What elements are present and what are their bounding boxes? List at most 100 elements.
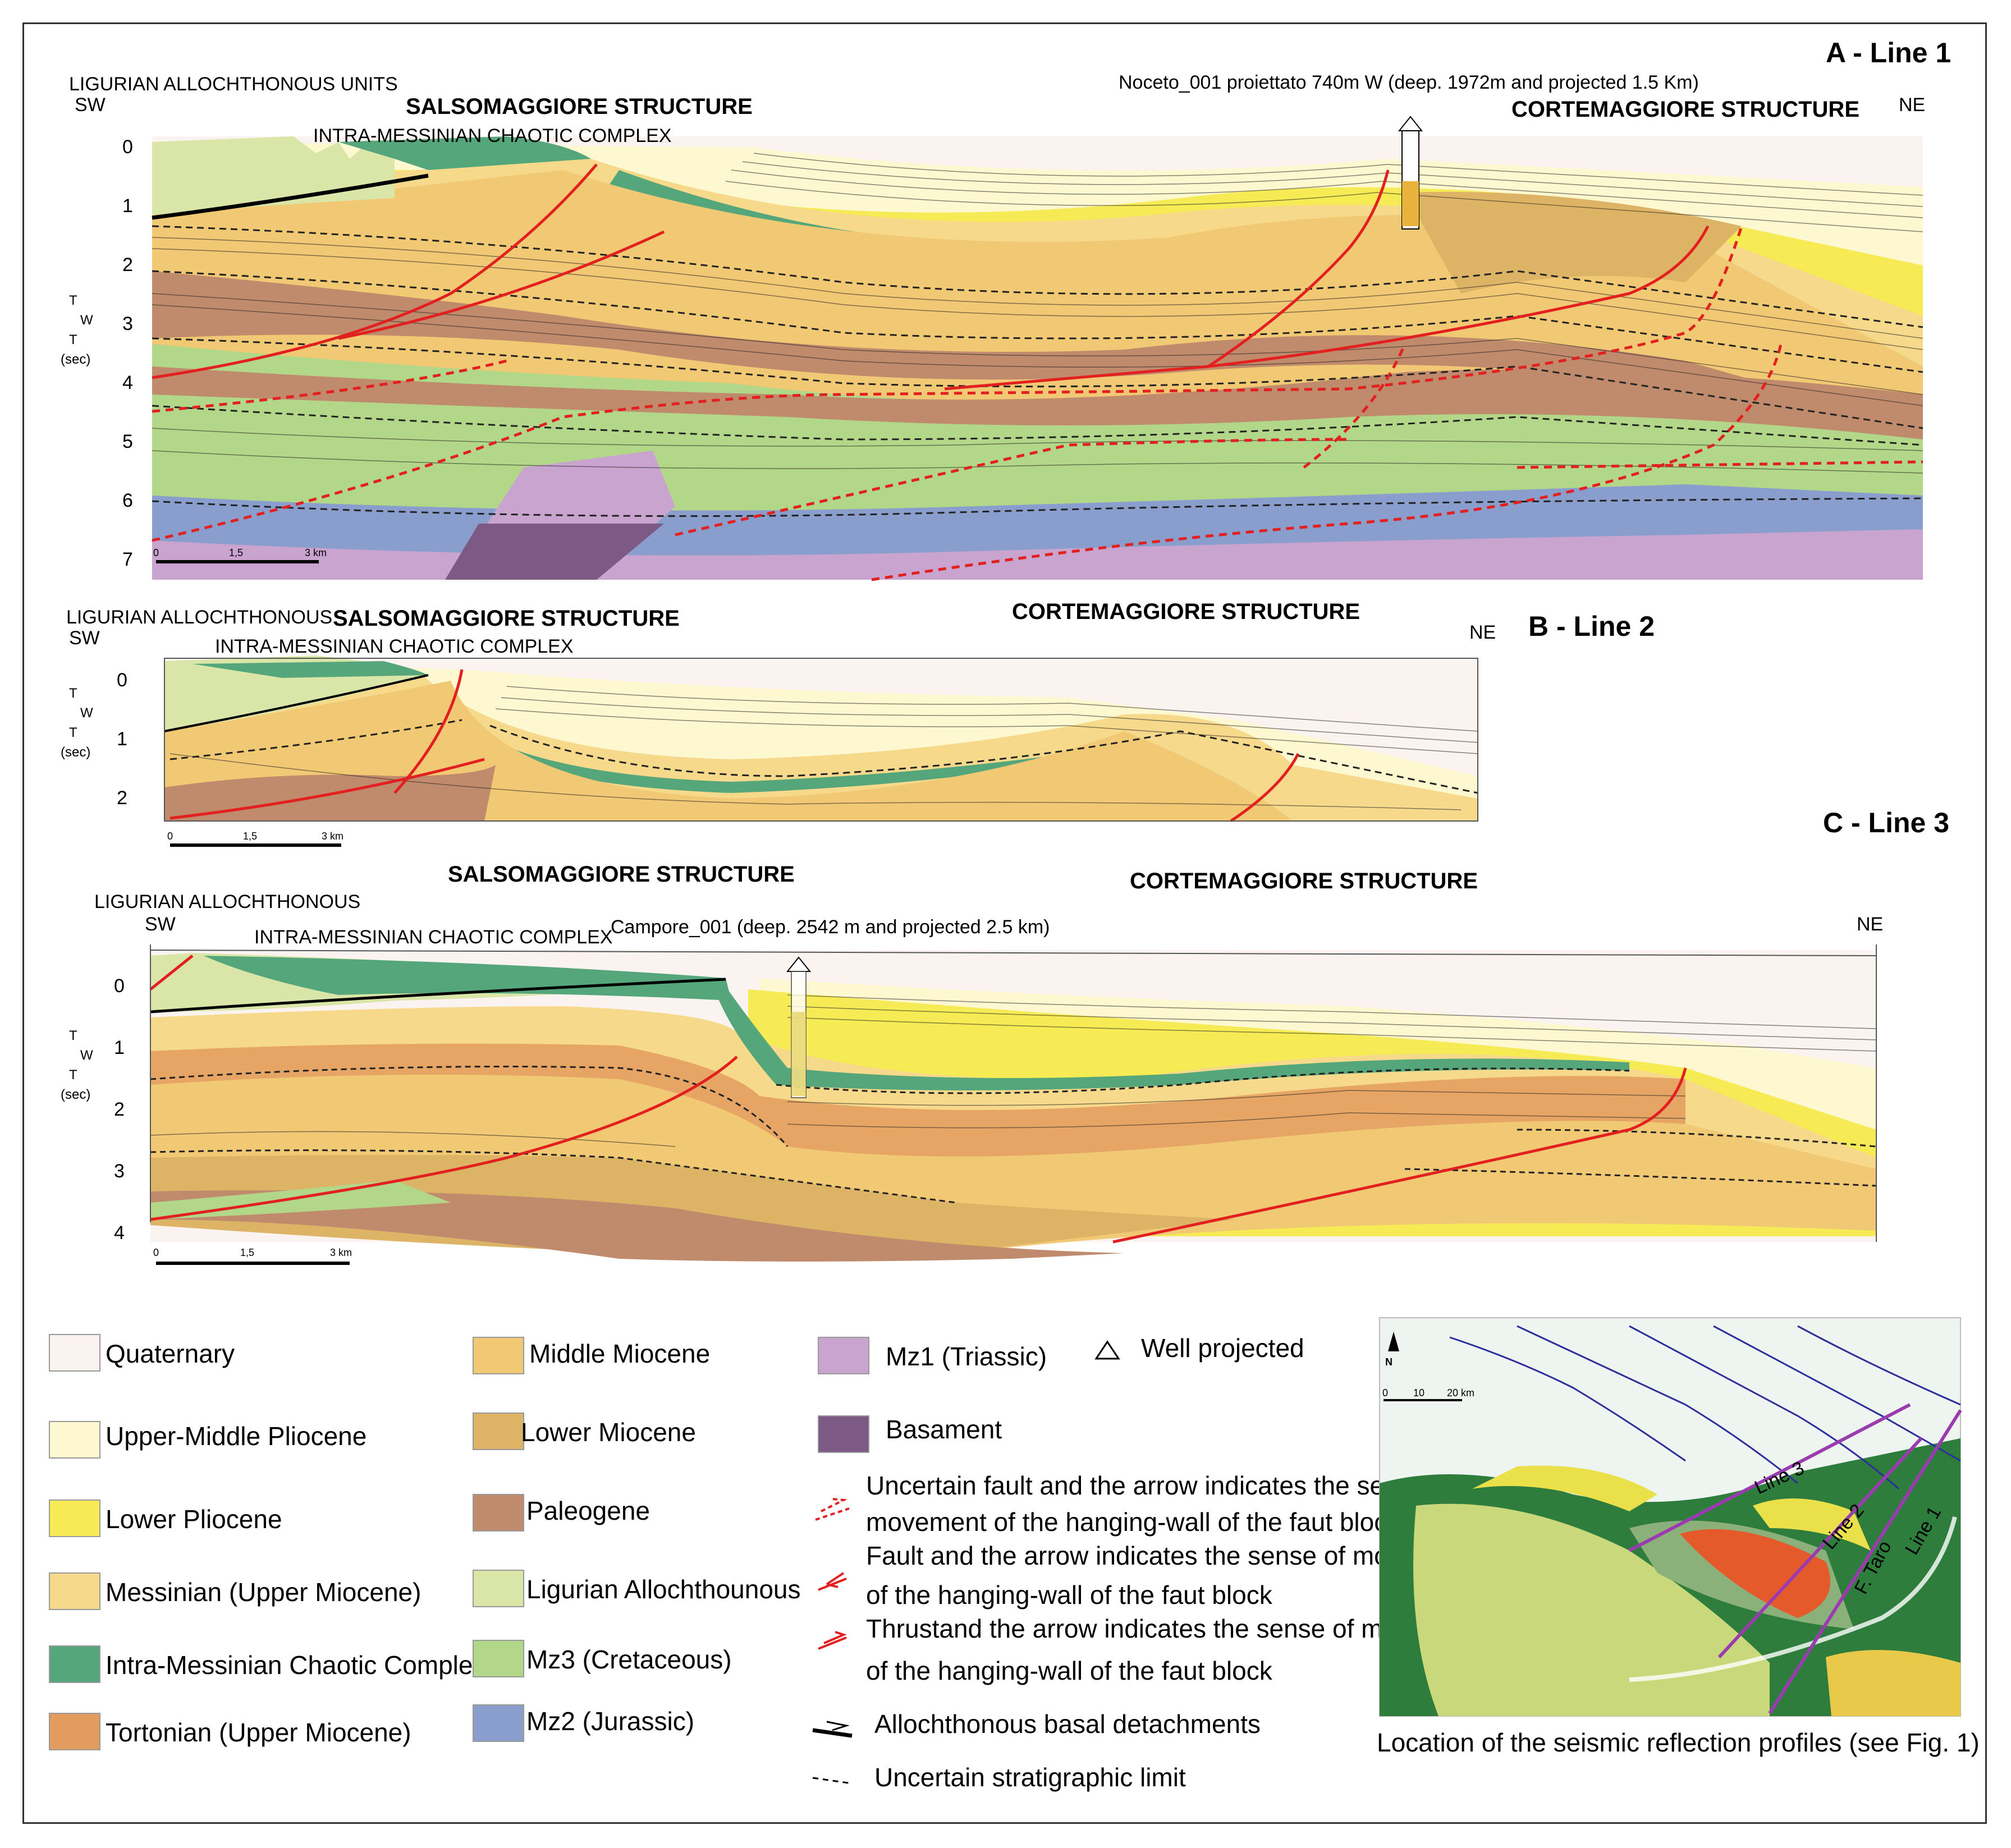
legend-label-ligurian: Ligurian Allochthounous [526, 1575, 800, 1604]
c-twt-w: W [80, 1048, 93, 1063]
panelA-tick-5: 5 [122, 431, 133, 452]
map-river [1629, 1516, 1957, 1682]
b-ligurian-label: LIGURIAN ALLOCHTHONOUS [66, 607, 332, 628]
a-ligurian-label: LIGURIAN ALLOCHTHONOUS UNITS [69, 74, 398, 95]
b-corte-label: CORTEMAGGIORE STRUCTURE [1012, 599, 1360, 624]
legend-label-detach: Allochthonous basal detachments [874, 1709, 1261, 1739]
panelC-tick-0: 0 [114, 975, 125, 997]
a-faults [152, 163, 1710, 391]
legend-label-quaternary: Quaternary [106, 1339, 235, 1368]
legend-swatch-messinian [49, 1572, 100, 1610]
a-twt-sec: (sec) [61, 352, 90, 367]
c-corte-label: CORTEMAGGIORE STRUCTURE [1130, 869, 1478, 893]
a-uncertain-faults [152, 226, 1923, 581]
c-axis: T W T (sec) 0 1 2 3 4 [61, 975, 125, 1244]
b-strat-limits [170, 719, 1478, 794]
legend-label-paleogene: Paleogene [526, 1496, 650, 1525]
b-sw-label: SW [69, 627, 100, 649]
b-ne-label: NE [1469, 622, 1496, 643]
c-scale-3: 3 km [330, 1247, 352, 1258]
c-sw-label: SW [145, 914, 176, 935]
c-twt-sec: (sec) [61, 1087, 90, 1102]
a-basament [445, 524, 664, 580]
legend-swatch-intra-messinian [49, 1645, 100, 1683]
legend-swatch-lower-pliocene [49, 1500, 100, 1537]
legend-strat-icon [812, 1777, 853, 1785]
b-axis: T W T (sec) 0 1 2 [61, 670, 127, 809]
panelA-tick-3: 3 [122, 313, 133, 334]
a-twt-w: W [80, 313, 93, 328]
legend-label-uncertain-fault-2: movement of the hanging-wall of the faut… [866, 1507, 1400, 1537]
legend-swatch-mz1 [818, 1337, 869, 1374]
map-yellow-strip-1 [1472, 1465, 1657, 1511]
c-ne-label: NE [1857, 914, 1883, 935]
c-well-campore [786, 956, 812, 1098]
c-salso-label: SALSOMAGGIORE STRUCTURE [448, 862, 795, 887]
a-well-triangle [1398, 116, 1423, 131]
panel-a-section: T W T (sec) 0 1 2 3 4 5 6 7 0 1,5 3 km A - Line… [61, 37, 1951, 581]
a-well-label: Noceto_001 proiettato 740m W (deep. 1972… [1119, 72, 1699, 93]
a-salso-label: SALSOMAGGIORE STRUCTURE [406, 94, 753, 119]
map-caption: Location of the seismic reflection profi… [1377, 1728, 1980, 1757]
c-scale-line [156, 1262, 350, 1265]
legend-label-fault-2: of the hanging-wall of the faut block [866, 1580, 1273, 1609]
legend-swatch-mz3 [473, 1640, 524, 1677]
panelA-tick-6: 6 [122, 490, 133, 511]
legend-swatch-upper-middle-pliocene [49, 1421, 100, 1459]
b-scale-15: 1,5 [243, 831, 257, 842]
map-north-label: N [1385, 1356, 1392, 1368]
b-twt-t2: T [69, 725, 77, 740]
b-faults [170, 669, 1300, 823]
c-basal-detachment [150, 978, 726, 1014]
legend-uncertain-fault-icon [815, 1498, 850, 1521]
a-well-fill [1402, 181, 1419, 226]
legend-label-uncertain-fault-1: Uncertain fault and the arrow indicates … [866, 1471, 1455, 1500]
legend-thrust-icon [818, 1631, 847, 1650]
b-intra-label: INTRA-MESSINIAN CHAOTIC COMPLEX [215, 636, 574, 657]
map-yellow-strip-3 [1826, 1650, 1960, 1716]
a-axis: T W T (sec) 0 1 2 3 4 5 6 7 [61, 136, 133, 570]
panelC-tick-1: 1 [114, 1037, 125, 1058]
legend-detach-icon [812, 1721, 853, 1738]
map-ligurian-area [1413, 1503, 1770, 1716]
legend-swatch-lower-miocene [473, 1413, 524, 1450]
legend-swatch-tortonian [49, 1713, 100, 1750]
legend-label-tortonian: Tortonian (Upper Miocene) [106, 1718, 411, 1747]
c-twt-t2: T [69, 1067, 77, 1083]
c-panel-title: C - Line 3 [1823, 807, 1949, 838]
c-scale-bar: 0 1,5 3 km [153, 1247, 352, 1265]
legend-fault-icon [818, 1572, 847, 1591]
legend-well-icon [1094, 1340, 1120, 1360]
legend-label-mz1: Mz1 (Triassic) [886, 1342, 1047, 1371]
map-scale-line [1384, 1399, 1462, 1401]
a-scale-0: 0 [153, 547, 159, 558]
a-intra-label: INTRA-MESSINIAN CHAOTIC COMPLEX [313, 125, 672, 146]
legend-swatch-quaternary [49, 1334, 100, 1372]
map-scale-0: 0 [1382, 1387, 1388, 1398]
panelC-tick-4: 4 [114, 1222, 125, 1244]
a-scale-line [156, 560, 319, 563]
b-twt-sec: (sec) [61, 745, 90, 760]
map-thrust-lines [1449, 1325, 1961, 1490]
b-twt-t1: T [69, 686, 77, 701]
c-paleogene [150, 1190, 1124, 1262]
legend-label-intra-messinian: Intra-Messinian Chaotic Complex [106, 1650, 486, 1680]
map-profile-lines [1628, 1403, 1962, 1714]
legend-label-basament: Basament [886, 1415, 1002, 1444]
b-intra-messinian [479, 737, 1068, 793]
b-salso-label: SALSOMAGGIORE STRUCTURE [333, 606, 680, 631]
b-frame [164, 658, 1478, 822]
a-ne-label: NE [1899, 94, 1925, 116]
a-ligurian [152, 136, 395, 215]
map-scale-10: 10 [1413, 1387, 1424, 1398]
figure-canvas: T W T (sec) 0 1 2 3 4 5 6 7 0 1,5 3 km A - Line… [49, 37, 1980, 1792]
legend-label-thrust-2: of the hanging-wall of the faut block [866, 1656, 1273, 1685]
a-twt-t1: T [69, 293, 77, 308]
b-twt-w: W [80, 705, 93, 721]
panelC-tick-2: 2 [114, 1099, 125, 1120]
figure-frame: T W T (sec) 0 1 2 3 4 5 6 7 0 1,5 3 km A - Line… [22, 22, 1987, 1824]
c-intra-wedge [204, 956, 731, 1001]
c-faults [149, 955, 1687, 1244]
c-scale-15: 1,5 [240, 1247, 254, 1258]
map-orange-area [1680, 1529, 1831, 1618]
